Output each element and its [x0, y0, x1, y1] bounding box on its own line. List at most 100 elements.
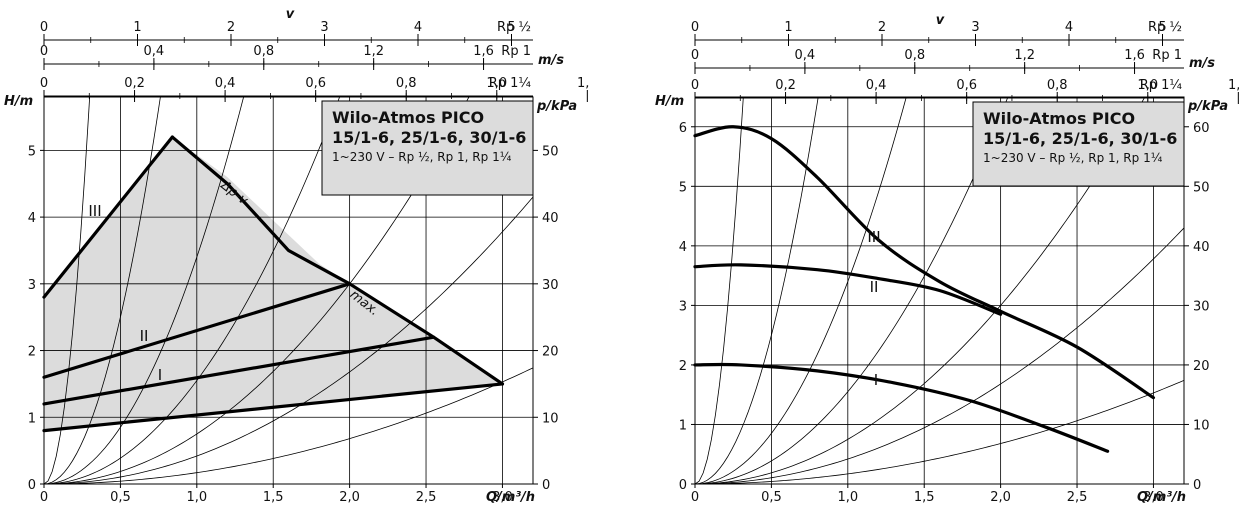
velocity-axis-label: m/s: [1189, 56, 1215, 71]
velocity-tick-label: 2: [227, 20, 235, 35]
velocity-tick-label: 0: [691, 20, 699, 35]
y2-tick-label: 60: [1193, 121, 1210, 136]
system-curve: [43, 96, 91, 485]
velocity-tick-label: 4: [1065, 20, 1073, 35]
y2-tick-label: 40: [542, 211, 559, 226]
info-subtitle: 1~230 V – Rp ½, Rp 1, Rp 1¼: [983, 151, 1163, 165]
pipe-size-label: Rp ½: [497, 20, 531, 35]
system-curve: [694, 96, 1009, 485]
velocity-tick-label: 0: [691, 78, 699, 93]
velocity-tick-label: 1,2: [1228, 78, 1239, 93]
info-title: Wilo-Atmos PICO: [332, 108, 484, 127]
velocity-axis-label: v: [286, 7, 295, 22]
velocity-tick-label: 5: [507, 20, 515, 35]
y-tick-label: 5: [28, 144, 36, 159]
y-tick-label: 1: [28, 411, 36, 426]
y-tick-label: 1: [679, 418, 687, 433]
system-curve: [694, 96, 907, 485]
pump-curve-Δp-v: [170, 135, 505, 386]
velocity-tick-label: 1,2: [1014, 48, 1035, 63]
pump-curve-I: [693, 362, 1110, 453]
system-curve: [43, 96, 340, 485]
system-curve: [694, 96, 1146, 485]
y-tick-label: 2: [679, 359, 687, 374]
velocity-tick-label: 1,6: [473, 44, 494, 59]
pump-curve-II: [42, 282, 352, 379]
info-box: [972, 101, 1185, 187]
velocity-tick-label: 0,2: [124, 76, 145, 91]
velocity-tick-label: 0: [40, 20, 48, 35]
y-tick-label: 3: [28, 278, 36, 293]
y2-axis-label: p/kPa: [1187, 99, 1228, 114]
pump-chart-right: 0 0,5 1,0 1,5 2,0 2,5 3,0Q/m³/h0123456H/m01020…: [655, 13, 1239, 505]
velocity-tick-label: 0: [40, 76, 48, 91]
velocity-tick-label: 1,0: [1137, 78, 1158, 93]
x-tick-label: 0,5: [761, 490, 782, 505]
velocity-tick-label: 1,0: [486, 76, 507, 91]
y2-tick-label: 50: [542, 144, 559, 159]
curve-label-I: I: [158, 366, 162, 384]
y-tick-label: 6: [679, 121, 687, 136]
y-tick-label: 3: [679, 299, 687, 314]
curve-label-II: II: [870, 278, 879, 296]
plot-frame: [43, 96, 534, 485]
system-curve: [43, 96, 470, 485]
pump-curve-min: [42, 382, 505, 433]
y2-tick-label: 20: [542, 345, 559, 360]
velocity-tick-label: 3: [320, 20, 328, 35]
x-tick-label: 0: [691, 490, 699, 505]
y2-tick-label: 50: [1193, 180, 1210, 195]
velocity-tick-label: 1,2: [577, 76, 590, 91]
pump-curve-II: [693, 263, 1003, 316]
pipe-size-label: Rp 1: [1152, 48, 1182, 63]
pipe-size-label: Rp 1: [501, 44, 531, 59]
curve-label-I: I: [874, 371, 878, 389]
pipe-size-label: Rp ½: [1148, 20, 1182, 35]
x-tick-label: 2,5: [416, 490, 437, 505]
y-tick-label: 4: [28, 211, 36, 226]
velocity-tick-label: 0,4: [144, 44, 165, 59]
y-tick-label: 0: [679, 478, 687, 493]
velocity-tick-label: 0,6: [305, 76, 326, 91]
x-tick-label: 1,5: [914, 490, 935, 505]
velocity-tick-label: 1: [784, 20, 792, 35]
x-tick-label: 1,5: [263, 490, 284, 505]
velocity-tick-label: 0,8: [396, 76, 417, 91]
x-tick-label: 1,0: [837, 490, 858, 505]
velocity-tick-label: 1: [133, 20, 141, 35]
velocity-tick-label: 0,4: [215, 76, 236, 91]
info-title: Wilo-Atmos PICO: [983, 109, 1135, 128]
velocity-tick-label: 0,8: [1047, 78, 1068, 93]
info-models: 15/1-6, 25/1-6, 30/1-6: [983, 129, 1177, 148]
y-tick-label: 5: [679, 180, 687, 195]
x-tick-label: 0: [40, 490, 48, 505]
velocity-tick-label: 0,6: [956, 78, 977, 93]
info-subtitle: 1~230 V – Rp ½, Rp 1, Rp 1¼: [332, 150, 512, 164]
system-curve: [694, 96, 819, 485]
x-tick-label: 0,5: [110, 490, 131, 505]
y-axis-label: H/m: [4, 94, 33, 109]
velocity-tick-label: 1,6: [1124, 48, 1145, 63]
x-tick-label: 3,0: [492, 490, 513, 505]
plot-frame: [694, 96, 1185, 485]
y2-tick-label: 30: [542, 278, 559, 293]
system-curve: [694, 227, 1185, 485]
velocity-tick-label: 0,4: [795, 48, 816, 63]
system-curve: [43, 96, 161, 485]
y2-tick-label: 20: [1193, 359, 1210, 374]
velocity-tick-label: 5: [1158, 20, 1166, 35]
info-box: [321, 100, 534, 196]
y2-tick-label: 0: [542, 478, 550, 493]
y2-tick-label: 10: [1193, 418, 1210, 433]
pump-curve-I: [42, 335, 436, 406]
velocity-tick-label: 0,8: [253, 44, 274, 59]
velocity-tick-label: 0,8: [904, 48, 925, 63]
x-axis-label: Q/m³/h: [1137, 490, 1186, 505]
x-tick-label: 2,5: [1067, 490, 1088, 505]
y2-tick-label: 40: [1193, 240, 1210, 255]
curve-label-II: II: [140, 327, 149, 345]
y2-tick-label: 30: [1193, 299, 1210, 314]
velocity-tick-label: 3: [971, 20, 979, 35]
x-tick-label: 2,0: [990, 490, 1011, 505]
x-tick-label: 3,0: [1143, 490, 1164, 505]
